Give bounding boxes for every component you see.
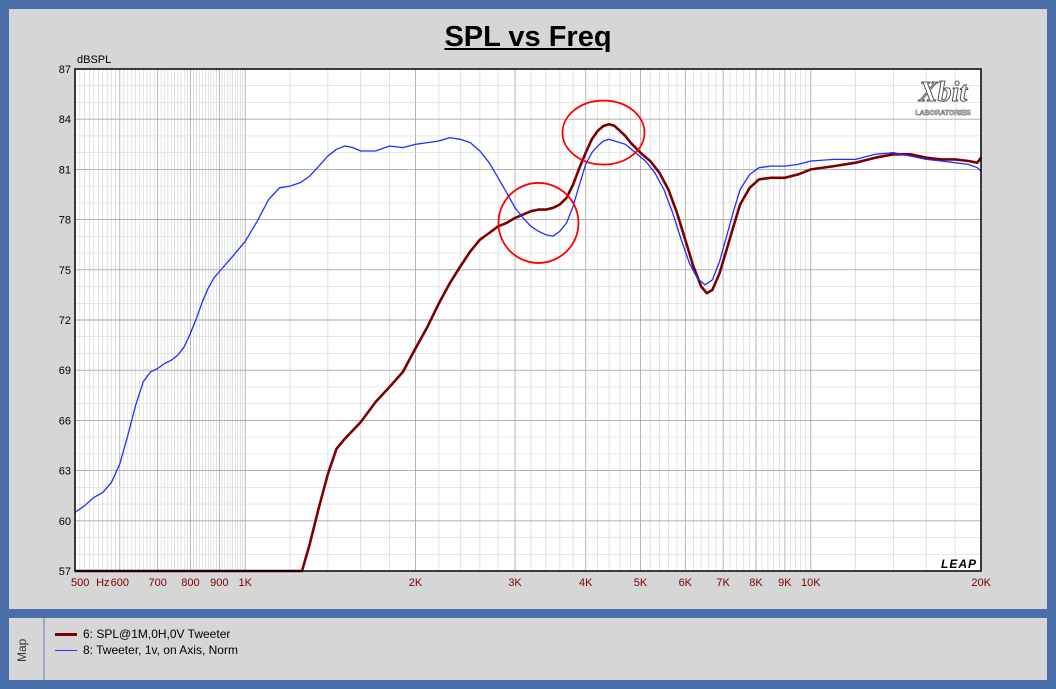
x-tick-label: 7K	[716, 577, 730, 589]
x-tick-label: Hz	[96, 577, 109, 589]
y-tick-label: 66	[59, 415, 71, 427]
annotation-circle	[497, 182, 580, 264]
y-tick-label: 81	[59, 164, 71, 176]
y-tick-label: 75	[59, 265, 71, 277]
x-tick-label: 20K	[971, 577, 991, 589]
y-tick-label: 63	[59, 466, 71, 478]
chart-title: SPL vs Freq	[444, 21, 612, 53]
y-tick-label: 78	[59, 215, 71, 227]
x-tick-label: 6K	[679, 577, 693, 589]
series-line-1	[75, 122, 983, 573]
y-tick-label: 72	[59, 315, 71, 327]
x-tick-label: 9K	[778, 577, 792, 589]
series-line-2	[74, 136, 982, 513]
map-tab[interactable]: Map	[9, 618, 45, 680]
y-axis-label: dBSPL	[77, 54, 111, 66]
spl-frequency-chart: 57 60 63 66 69 72 75 78 81 84 87 dBSPL 500 Hz 600 700 80…	[59, 54, 992, 589]
legend-swatch-tweeter-spl	[55, 632, 77, 636]
x-tick-label: 8K	[749, 577, 763, 589]
x-tick-label: 4K	[579, 577, 593, 589]
x-tick-label: 900	[210, 577, 228, 589]
y-tick-label: 87	[59, 64, 71, 76]
x-tick-label: 1K	[239, 577, 253, 589]
legend-label: 6: SPL@1M,0H,0V Tweeter	[83, 627, 231, 641]
legend: 6: SPL@1M,0H,0V Tweeter 8: Tweeter, 1v, …	[55, 626, 238, 658]
map-tab-label: Map	[15, 638, 29, 662]
x-tick-label: 5K	[634, 577, 648, 589]
logo-subtext: LABORATORIES	[915, 110, 971, 117]
x-tick-label: 3K	[508, 577, 522, 589]
x-tick-label: 10K	[801, 577, 821, 589]
annotation-circle	[561, 99, 646, 166]
legend-panel: Map 6: SPL@1M,0H,0V Tweeter 8: Tweeter, …	[9, 618, 1047, 680]
x-tick-label: 600	[111, 577, 129, 589]
y-tick-label: 69	[59, 365, 71, 377]
legend-item: 6: SPL@1M,0H,0V Tweeter	[55, 626, 238, 642]
x-tick-label: 2K	[409, 577, 423, 589]
legend-label: 8: Tweeter, 1v, on Axis, Norm	[83, 643, 238, 657]
x-tick-label: 700	[148, 577, 166, 589]
chart-panel: SPL vs Freq 57 60 63 66 69 72 75 78 81 84 87 dBSPL 5…	[9, 9, 1047, 609]
x-tick-label: 800	[181, 577, 199, 589]
y-tick-label: 84	[59, 114, 71, 126]
y-tick-label: 60	[59, 516, 71, 528]
x-tick-label: 500	[71, 577, 89, 589]
plot-border	[74, 68, 982, 572]
leap-watermark: LEAP	[941, 557, 977, 571]
legend-swatch-tweeter-norm	[55, 649, 77, 651]
y-tick-label: 57	[59, 566, 71, 578]
legend-item: 8: Tweeter, 1v, on Axis, Norm	[55, 642, 238, 658]
xbit-logo: Xbit LABORATORIES	[915, 77, 971, 118]
logo-text: Xbit	[918, 77, 968, 108]
